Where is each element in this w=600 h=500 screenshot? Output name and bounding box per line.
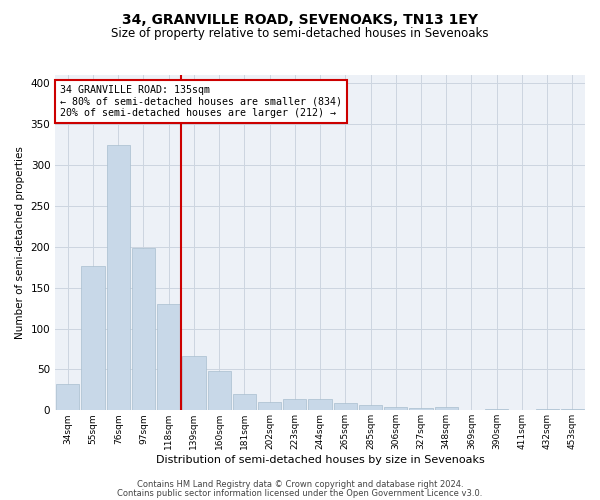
Bar	[208, 371, 231, 410]
Bar	[334, 403, 357, 410]
Bar	[384, 407, 407, 410]
Text: 34, GRANVILLE ROAD, SEVENOAKS, TN13 1EY: 34, GRANVILLE ROAD, SEVENOAKS, TN13 1EY	[122, 12, 478, 26]
Bar	[107, 144, 130, 410]
Bar	[536, 408, 559, 410]
Y-axis label: Number of semi-detached properties: Number of semi-detached properties	[15, 146, 25, 339]
Text: 34 GRANVILLE ROAD: 135sqm
← 80% of semi-detached houses are smaller (834)
20% of: 34 GRANVILLE ROAD: 135sqm ← 80% of semi-…	[61, 85, 343, 118]
Bar	[359, 404, 382, 410]
Bar	[409, 408, 433, 410]
Bar	[56, 384, 79, 410]
Bar	[233, 394, 256, 410]
Text: Contains HM Land Registry data © Crown copyright and database right 2024.: Contains HM Land Registry data © Crown c…	[137, 480, 463, 489]
Text: Size of property relative to semi-detached houses in Sevenoaks: Size of property relative to semi-detach…	[111, 28, 489, 40]
Bar	[157, 304, 181, 410]
Bar	[283, 399, 307, 410]
Bar	[82, 266, 104, 410]
Bar	[182, 356, 206, 410]
Bar	[308, 399, 332, 410]
Bar	[434, 407, 458, 410]
Bar	[561, 408, 584, 410]
Bar	[132, 248, 155, 410]
X-axis label: Distribution of semi-detached houses by size in Sevenoaks: Distribution of semi-detached houses by …	[156, 455, 484, 465]
Bar	[258, 402, 281, 410]
Text: Contains public sector information licensed under the Open Government Licence v3: Contains public sector information licen…	[118, 489, 482, 498]
